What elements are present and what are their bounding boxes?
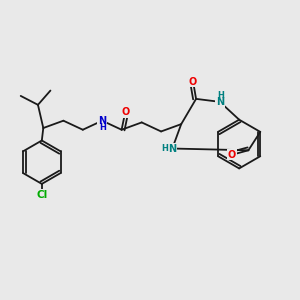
Text: N: N: [98, 116, 106, 126]
Text: N: N: [168, 143, 176, 154]
Text: H: H: [218, 91, 224, 100]
Text: H: H: [161, 144, 168, 153]
Text: O: O: [189, 76, 197, 87]
Text: Cl: Cl: [36, 190, 47, 200]
Text: N: N: [216, 97, 224, 107]
Text: O: O: [228, 150, 236, 160]
Text: O: O: [121, 107, 129, 118]
Text: H: H: [99, 123, 106, 132]
